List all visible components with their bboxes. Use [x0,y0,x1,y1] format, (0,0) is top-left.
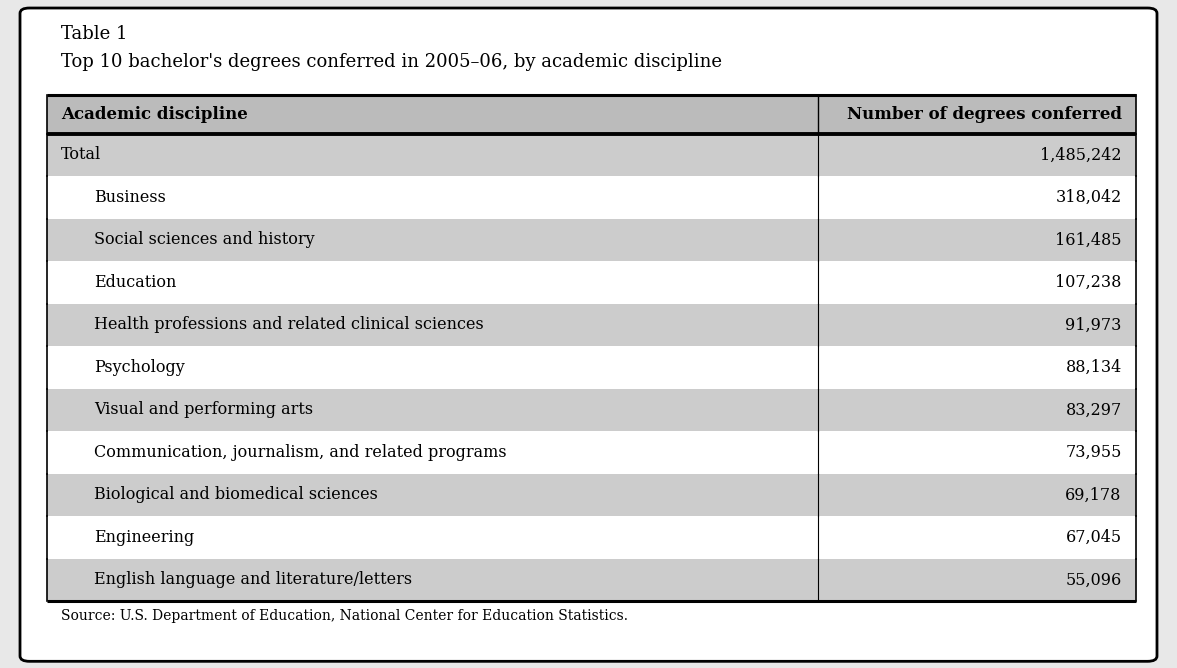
Text: Top 10 bachelor's degrees conferred in 2005–06, by academic discipline: Top 10 bachelor's degrees conferred in 2… [61,53,723,71]
Bar [47,389,1136,431]
Text: 161,485: 161,485 [1056,231,1122,248]
Bar [47,95,1136,134]
Text: Psychology: Psychology [94,359,185,376]
Text: Communication, journalism, and related programs: Communication, journalism, and related p… [94,444,507,461]
Text: Number of degrees conferred: Number of degrees conferred [846,106,1122,123]
Text: Source: U.S. Department of Education, National Center for Education Statistics.: Source: U.S. Department of Education, Na… [61,609,629,623]
Text: 73,955: 73,955 [1065,444,1122,461]
Bar [47,558,1136,601]
Text: 88,134: 88,134 [1065,359,1122,376]
Bar [47,218,1136,261]
Bar [47,474,1136,516]
Text: 91,973: 91,973 [1065,317,1122,333]
Text: Business: Business [94,189,166,206]
Text: Visual and performing arts: Visual and performing arts [94,401,313,418]
Text: Academic discipline: Academic discipline [61,106,248,123]
Text: Social sciences and history: Social sciences and history [94,231,314,248]
Text: 67,045: 67,045 [1065,529,1122,546]
Text: Engineering: Engineering [94,529,194,546]
Text: 107,238: 107,238 [1056,274,1122,291]
Text: 318,042: 318,042 [1056,189,1122,206]
Bar [47,304,1136,346]
Text: 69,178: 69,178 [1065,486,1122,504]
Text: 1,485,242: 1,485,242 [1040,146,1122,164]
Text: Education: Education [94,274,177,291]
Text: 55,096: 55,096 [1065,571,1122,589]
Text: Health professions and related clinical sciences: Health professions and related clinical … [94,317,484,333]
Text: Total: Total [61,146,101,164]
Text: Table 1: Table 1 [61,25,127,43]
Bar [47,134,1136,176]
FancyBboxPatch shape [20,8,1157,661]
Text: Biological and biomedical sciences: Biological and biomedical sciences [94,486,378,504]
Text: 83,297: 83,297 [1065,401,1122,418]
Text: English language and literature/letters: English language and literature/letters [94,571,412,589]
